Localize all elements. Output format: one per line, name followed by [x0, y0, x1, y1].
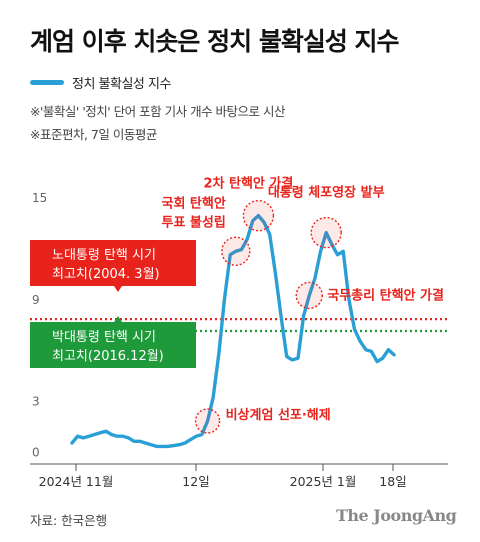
legend: 정치 불확실성 지수 — [30, 73, 171, 92]
x-tick-label: 12일 — [182, 474, 209, 489]
reference-label: 노대통령 탄핵 시기 최고치(2004. 3월) — [52, 248, 160, 282]
x-tick-label: 2025년 1월 — [290, 474, 357, 489]
y-tick-label: 3 — [32, 395, 40, 409]
annotation-marker — [295, 281, 323, 310]
publisher-logo: The JoongAng — [336, 506, 457, 525]
y-tick-label: 9 — [32, 293, 40, 307]
reference-pointer — [114, 286, 122, 292]
reference-pointer — [114, 316, 122, 322]
calc-note: ※표준편차, 7일 이동평균 — [30, 127, 157, 142]
annotation-label: 대통령 체포영장 발부 — [268, 185, 385, 201]
annotation-label: 국회 탄핵안 투표 불성립 — [161, 195, 225, 230]
y-tick-label: 15 — [32, 191, 47, 205]
annotation-marker — [221, 236, 251, 266]
legend-swatch — [30, 80, 64, 85]
x-tick-label: 2024년 11월 — [39, 474, 114, 489]
annotation-marker — [242, 199, 275, 232]
reference-label: 박대통령 탄핵 시기 최고치(2016.12월) — [52, 330, 164, 364]
annotation-label: 2차 탄핵안 가결 — [203, 176, 293, 192]
reference-label-box — [30, 240, 196, 286]
chart-title: 계엄 이후 치솟은 정치 불확실성 지수 — [30, 27, 400, 56]
annotation-label: 국무총리 탄핵안 가결 — [327, 287, 444, 303]
legend-label: 정치 불확실성 지수 — [72, 77, 171, 92]
method-note: ※'불확실' '정치' 단어 포함 기사 개수 바탕으로 시산 — [30, 104, 286, 119]
annotation-marker — [194, 408, 221, 434]
x-tick-label: 18일 — [379, 474, 406, 489]
y-tick-label: 0 — [32, 446, 40, 460]
source-note: 자료: 한국은행 — [30, 513, 108, 528]
annotation-marker — [310, 216, 342, 249]
series-line — [70, 213, 396, 449]
reference-label-box — [30, 322, 196, 368]
annotation-label: 비상계엄 선포·해제 — [226, 407, 331, 423]
